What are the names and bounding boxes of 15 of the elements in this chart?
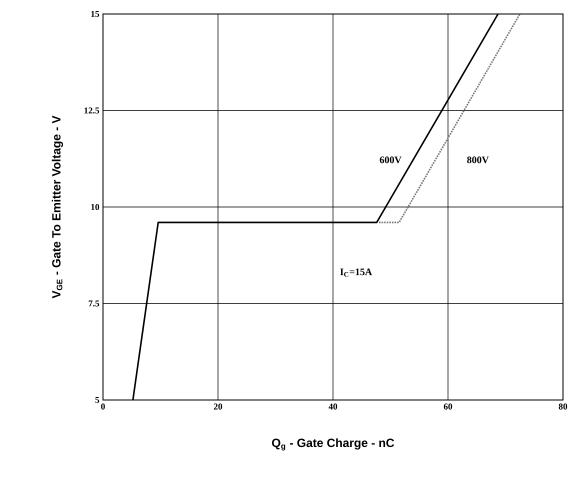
series-label: 600V bbox=[380, 156, 402, 164]
x-tick-label: 60 bbox=[444, 404, 452, 410]
x-tick-label: 0 bbox=[101, 404, 105, 410]
x-tick-label: 80 bbox=[558, 404, 568, 410]
y-axis-title: V$_{GE}$ - Gate To Emitter Voltage - V bbox=[52, 116, 63, 298]
y-tick-label: 12.5 bbox=[84, 107, 100, 114]
annotation: I$_{C}$=15A bbox=[340, 268, 372, 277]
x-tick-label: 20 bbox=[214, 404, 222, 410]
y-tick-label: 15 bbox=[91, 10, 100, 18]
y-tick-label: 5 bbox=[95, 397, 100, 403]
y-tick-label: 10 bbox=[91, 204, 100, 210]
y-tick-label: 7.5 bbox=[88, 300, 100, 306]
x-tick-label: 40 bbox=[328, 404, 338, 410]
x-axis-title: Q$_{g}$ - Gate Charge - nC bbox=[272, 438, 394, 450]
text: 800V bbox=[467, 156, 489, 164]
